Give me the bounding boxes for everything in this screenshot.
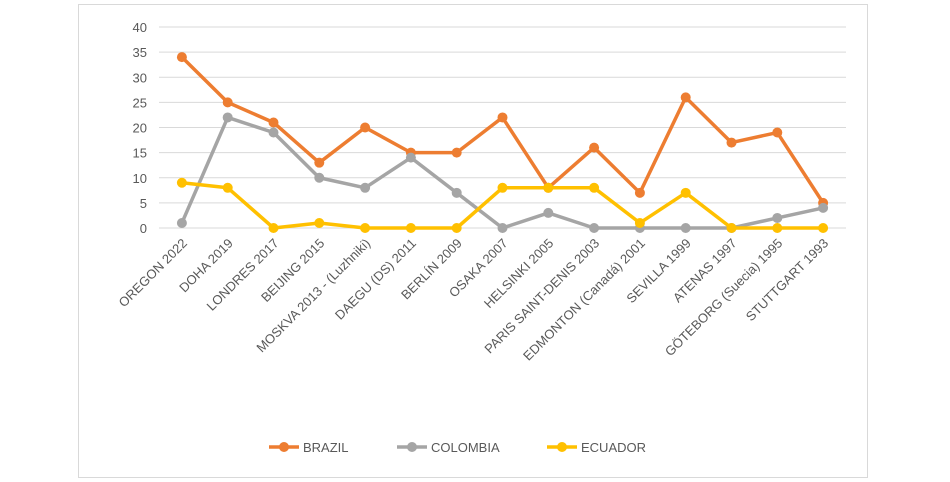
series-colombia [176,112,829,233]
data-point [405,152,416,163]
data-point [497,223,508,233]
legend-label: BRAZIL [303,440,349,455]
y-tick-label: 40 [133,20,147,35]
data-point [634,187,645,198]
y-tick-label: 10 [133,171,147,186]
data-point [634,217,645,228]
data-point [589,182,600,193]
y-tick-label: 20 [133,121,147,136]
legend-label: COLOMBIA [431,440,500,455]
data-point [680,223,691,233]
y-tick-label: 30 [133,70,147,85]
data-point [176,177,187,188]
data-point [176,52,187,63]
data-point [451,187,462,198]
legend-label: ECUADOR [581,440,646,455]
data-point [543,207,554,218]
series-lines [176,52,829,233]
data-point [360,182,371,193]
series-line [180,55,825,205]
series-ecuador [176,177,829,233]
y-axis-ticks: 0 5 10 15 20 25 30 35 40 [133,20,147,236]
legend-item: ECUADOR [547,440,646,455]
chart-frame: 0 5 10 15 20 25 30 35 40 OREGON 2022 DOHA 2019 LON… [78,4,868,478]
data-point [314,217,325,228]
data-point [451,147,462,158]
data-point [222,97,233,108]
legend-marker [407,442,417,452]
data-point [772,223,783,233]
legend-marker [557,442,567,452]
y-tick-label: 5 [140,196,147,211]
x-tick-label: DAEGU (DS) 2011 [332,236,419,323]
y-tick-label: 25 [133,95,147,110]
x-tick-label: STUTTGART 1993 [743,236,831,324]
legend: BRAZIL COLOMBIA ECUADOR [269,440,646,455]
data-point [222,112,233,123]
y-tick-label: 0 [140,221,147,236]
data-point [176,217,187,228]
data-point [497,112,508,123]
data-point [314,172,325,183]
data-point [543,182,554,193]
data-point [726,223,737,233]
data-point [589,142,600,153]
legend-item: COLOMBIA [397,440,500,455]
data-point [451,223,462,233]
y-tick-label: 35 [133,45,147,60]
data-point [405,223,416,233]
x-tick-label: OREGON 2022 [116,236,190,310]
data-point [497,182,508,193]
data-point [360,223,371,233]
data-point [772,127,783,138]
data-point [268,223,279,233]
data-point [268,117,279,128]
data-point [680,92,691,103]
data-point [818,223,829,233]
data-point [268,127,279,138]
data-point [726,137,737,148]
data-point [314,157,325,168]
gridlines [159,26,846,229]
legend-item: BRAZIL [269,440,349,455]
data-point [589,223,600,233]
legend-marker [279,442,289,452]
data-point [360,122,371,133]
data-point [818,202,829,213]
data-point [680,187,691,198]
y-tick-label: 15 [133,146,147,161]
data-point [222,182,233,193]
data-point [772,212,783,223]
